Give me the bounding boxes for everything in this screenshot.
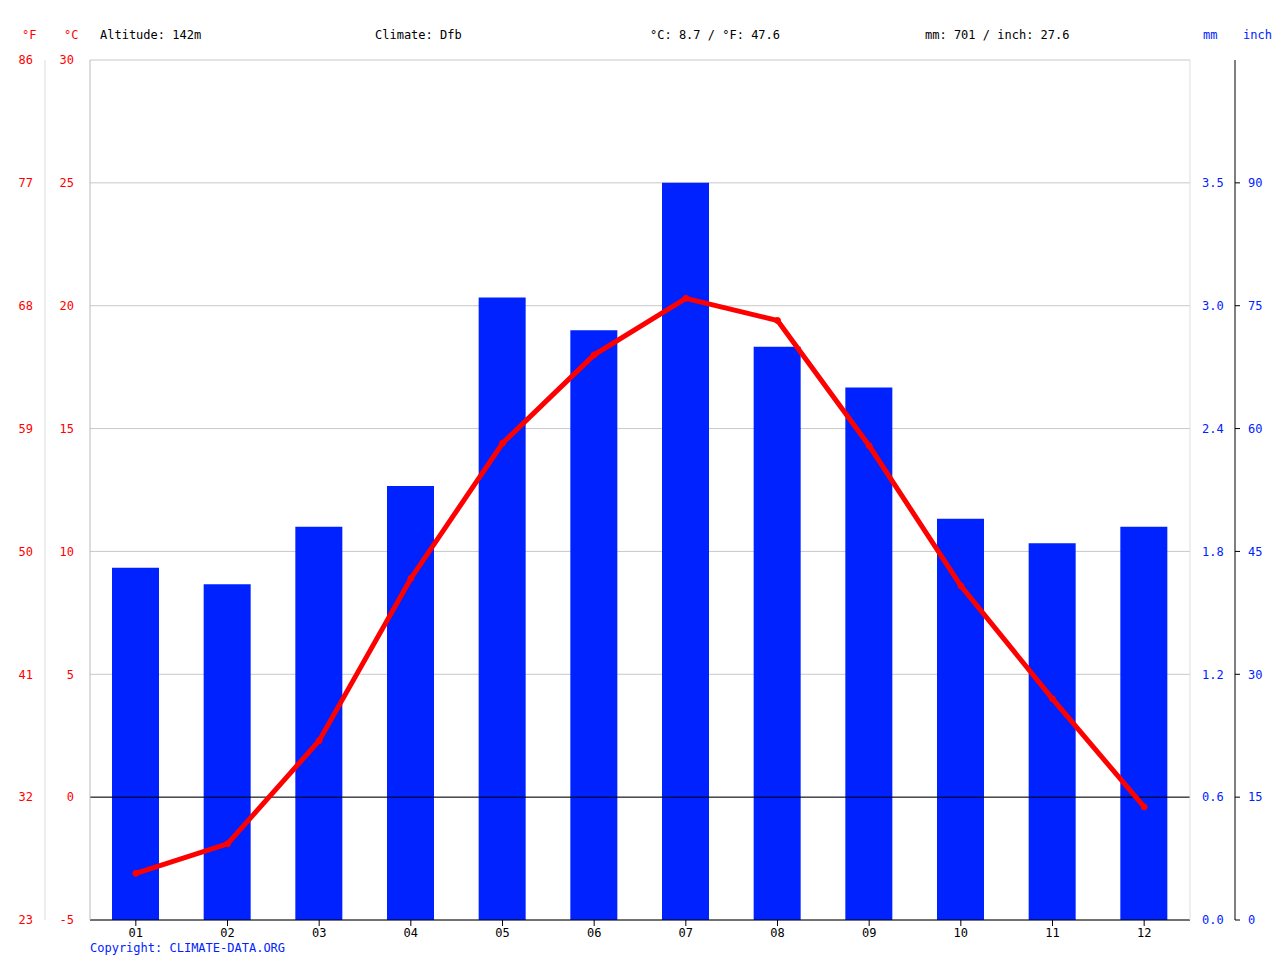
svg-text:05: 05 [495, 926, 509, 940]
html-text:mm: mm [1203, 28, 1218, 42]
html-text:Climate: Dfb: Climate: Dfb [375, 28, 462, 42]
svg-text:20: 20 [60, 299, 74, 313]
svg-text:1.2: 1.2 [1202, 668, 1224, 682]
svg-text:2.4: 2.4 [1202, 422, 1224, 436]
svg-text:15: 15 [1248, 790, 1262, 804]
svg-text:86: 86 [19, 53, 33, 67]
svg-text:0: 0 [1248, 913, 1255, 927]
svg-text:10: 10 [60, 545, 74, 559]
svg-text:0: 0 [67, 790, 74, 804]
svg-text:04: 04 [404, 926, 418, 940]
svg-text:08: 08 [770, 926, 784, 940]
svg-text:77: 77 [19, 176, 33, 190]
svg-text:0.0: 0.0 [1202, 913, 1224, 927]
svg-text:10: 10 [954, 926, 968, 940]
svg-text:23: 23 [19, 913, 33, 927]
svg-text:11: 11 [1045, 926, 1059, 940]
svg-text:3.0: 3.0 [1202, 299, 1224, 313]
html-text:°C: 8.7 / °F: 47.6: °C: 8.7 / °F: 47.6 [650, 28, 780, 42]
svg-text:12: 12 [1137, 926, 1151, 940]
svg-text:02: 02 [220, 926, 234, 940]
svg-text:60: 60 [1248, 422, 1262, 436]
html-text:°C: °C [64, 28, 79, 42]
html-text:°F: °F [22, 28, 37, 42]
svg-text:30: 30 [1248, 668, 1262, 682]
svg-text:01: 01 [129, 926, 143, 940]
svg-text:25: 25 [60, 176, 74, 190]
svg-text:75: 75 [1248, 299, 1262, 313]
svg-text:30: 30 [60, 53, 74, 67]
svg-text:09: 09 [862, 926, 876, 940]
html-text:mm: 701 / inch: 27.6: mm: 701 / inch: 27.6 [925, 28, 1070, 42]
html-text:Altitude: 142m: Altitude: 142m [100, 28, 202, 42]
svg-text:68: 68 [19, 299, 33, 313]
svg-text:07: 07 [679, 926, 693, 940]
svg-text:41: 41 [19, 668, 33, 682]
svg-text:1.8: 1.8 [1202, 545, 1224, 559]
svg-text:0.6: 0.6 [1202, 790, 1224, 804]
svg-text:3.5: 3.5 [1202, 176, 1224, 190]
svg-text:5: 5 [67, 668, 74, 682]
svg-text:06: 06 [587, 926, 601, 940]
svg-text:50: 50 [19, 545, 33, 559]
svg-text:15: 15 [60, 422, 74, 436]
svg-text:45: 45 [1248, 545, 1262, 559]
svg-text:90: 90 [1248, 176, 1262, 190]
html-text:Copyright: CLIMATE-DATA.ORG: Copyright: CLIMATE-DATA.ORG [90, 941, 286, 955]
svg-text:59: 59 [19, 422, 33, 436]
svg-text:32: 32 [19, 790, 33, 804]
html-text:inch: inch [1243, 28, 1272, 42]
svg-text:-5: -5 [60, 913, 74, 927]
svg-text:03: 03 [312, 926, 326, 940]
